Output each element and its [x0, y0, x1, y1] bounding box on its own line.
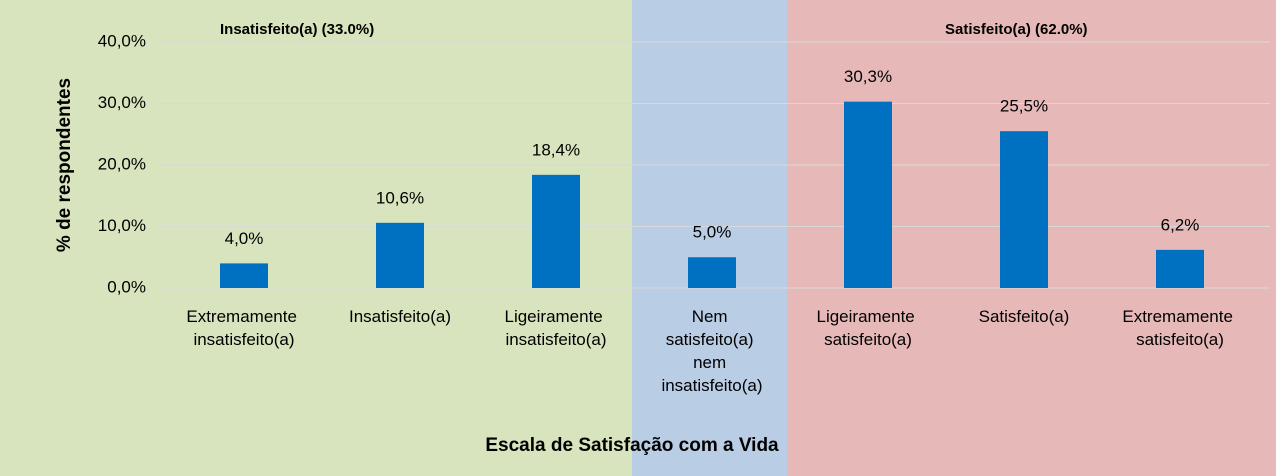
bar: [220, 263, 268, 288]
data-label: 4,0%: [225, 229, 264, 248]
y-tick-label: 10,0%: [98, 216, 146, 235]
bar: [844, 101, 892, 288]
y-tick-label: 30,0%: [98, 93, 146, 112]
x-tick-label: Extremamente insatisfeito(a): [186, 307, 301, 349]
bar: [532, 174, 580, 288]
data-label: 6,2%: [1161, 215, 1200, 234]
data-label: 30,3%: [844, 67, 892, 86]
bar: [1000, 131, 1048, 288]
y-axis-title: % de respondentes: [54, 78, 75, 252]
x-tick-label: Ligeiramente satisfeito(a): [816, 307, 919, 349]
y-tick-label: 40,0%: [98, 31, 146, 50]
x-axis-title: Escala de Satisfação com a Vida: [485, 435, 779, 456]
annotation: Insatisfeito(a) (33.0%): [220, 21, 374, 38]
x-tick-label: Ligeiramente insatisfeito(a): [504, 307, 607, 349]
data-label: 25,5%: [1000, 97, 1048, 116]
x-tick-label: Extremamente satisfeito(a): [1122, 307, 1237, 349]
data-label: 10,6%: [376, 188, 424, 207]
bar: [688, 257, 736, 288]
region-unsatisfied: [0, 0, 632, 476]
annotation: Satisfeito(a) (62.0%): [945, 21, 1088, 38]
y-tick-label: 0,0%: [107, 277, 146, 296]
x-tick-label: Insatisfeito(a): [349, 307, 451, 326]
x-tick-label: Nem satisfeito(a) nem insatisfeito(a): [661, 307, 762, 395]
x-tick-label: Satisfeito(a): [979, 307, 1070, 326]
y-tick-label: 20,0%: [98, 154, 146, 173]
region-neutral: [632, 0, 787, 476]
data-label: 5,0%: [693, 223, 732, 242]
bar: [376, 222, 424, 288]
data-label: 18,4%: [532, 140, 580, 159]
bar: [1156, 249, 1204, 288]
